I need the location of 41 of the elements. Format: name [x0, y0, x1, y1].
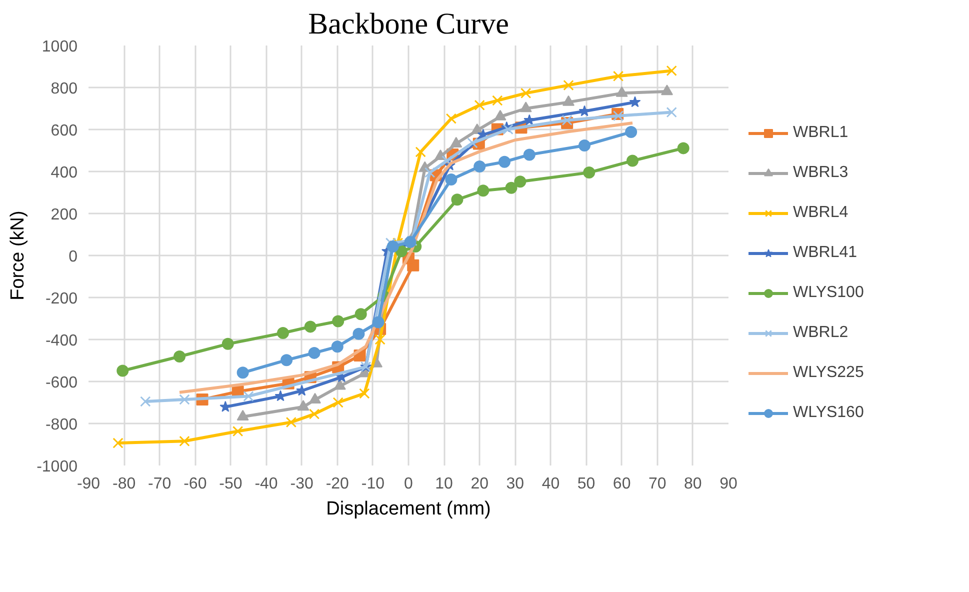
x-tick-label: 80 — [684, 476, 702, 492]
legend-label: WLYS100 — [793, 284, 864, 302]
x-tick-label: 0 — [404, 476, 414, 492]
legend-label: WBRL41 — [793, 244, 858, 262]
x-tick-label: -40 — [254, 476, 278, 492]
x-tick-label: 70 — [648, 476, 666, 492]
y-axis-title: Force (kN) — [8, 210, 28, 300]
chart-title: Backbone Curve — [308, 8, 509, 40]
x-tick-label: 50 — [577, 476, 596, 492]
y-tick-label: -800 — [45, 416, 78, 434]
x-tick-label: 60 — [612, 476, 631, 492]
x-tick-label: -60 — [184, 476, 207, 492]
x-tick-label: 90 — [720, 476, 738, 492]
legend-label: WLYS225 — [793, 364, 864, 382]
x-tick-label: -50 — [219, 476, 242, 492]
x-tick-label: -10 — [361, 476, 385, 492]
y-tick-label: 0 — [68, 248, 78, 266]
legend-label: WBRL2 — [793, 324, 848, 342]
x-tick-label: 30 — [506, 476, 524, 492]
x-tick-label: -90 — [76, 476, 100, 492]
x-tick-label: -20 — [326, 476, 350, 492]
y-tick-label: -200 — [45, 290, 78, 308]
x-tick-label: 40 — [542, 476, 560, 492]
x-tick-label: -30 — [290, 476, 314, 492]
y-tick-label: -1000 — [36, 458, 78, 476]
x-tick-label: -80 — [112, 476, 136, 492]
y-tick-label: 800 — [50, 80, 78, 98]
legend-label: WBRL3 — [793, 164, 848, 182]
y-tick-label: -400 — [45, 332, 78, 350]
y-tick-label: 400 — [50, 164, 78, 182]
y-tick-label: 600 — [50, 122, 78, 140]
y-tick-label: 1000 — [42, 38, 78, 56]
x-tick-label: 20 — [470, 476, 489, 492]
legend-label: WLYS160 — [793, 404, 864, 422]
x-tick-label: -70 — [148, 476, 172, 492]
y-tick-label: -600 — [45, 374, 78, 392]
x-axis-title: Displacement (mm) — [326, 498, 491, 520]
legend-label: WBRL1 — [793, 124, 848, 142]
x-tick-label: 10 — [435, 476, 454, 492]
legend-label: WBRL4 — [793, 204, 848, 222]
y-tick-label: 200 — [50, 206, 78, 224]
